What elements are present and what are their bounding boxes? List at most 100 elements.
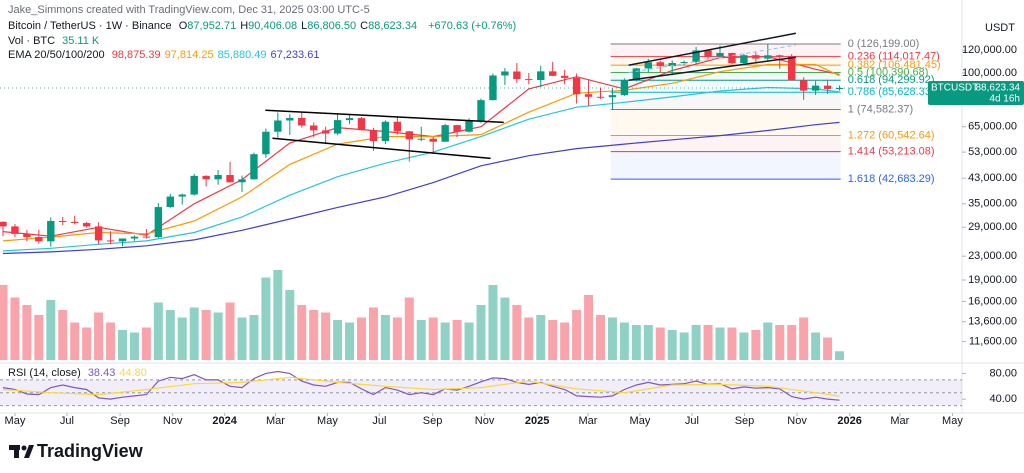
x-tick-label: 2024 (212, 415, 237, 427)
candle-body (716, 52, 724, 57)
candle-body (429, 138, 437, 142)
candle-body (357, 118, 366, 131)
trend-line (628, 44, 796, 74)
fib-label: 1.272 (60,542.64) (848, 129, 935, 141)
x-tick-label: Nov (163, 415, 183, 427)
candle-body (47, 220, 55, 242)
volume-bar (679, 332, 689, 360)
rsi-value: 38.43 (87, 367, 116, 379)
x-tick-label: Sep (110, 415, 130, 427)
x-tick-label: 2025 (525, 415, 549, 427)
ohlc-prefix: O (178, 20, 188, 32)
volume-bar (297, 305, 307, 360)
candle-body (118, 238, 127, 242)
ohlc-value: 86,806.50 (307, 20, 357, 32)
x-tick-label: Sep (423, 415, 443, 427)
candle-body (70, 221, 79, 224)
volume-bar (488, 285, 498, 360)
volume-bar (440, 322, 450, 360)
candle-body (811, 85, 820, 91)
fib-band (610, 72, 841, 81)
volume-bar (691, 325, 701, 360)
volume-bar (333, 320, 343, 360)
candle-body (799, 80, 808, 91)
x-tick-label: Mar (578, 415, 597, 427)
volume-bar (703, 325, 713, 360)
ohlc-prefix: C (360, 20, 369, 32)
volume-bar (273, 270, 283, 360)
y-tick-label: 120,000.00 (962, 44, 1017, 56)
volume-bar (22, 305, 32, 360)
volume-bar (356, 317, 366, 360)
trend-line (628, 56, 796, 82)
last-price-value: 88,623.34 (976, 83, 1021, 94)
y-tick-label: 100,000.00 (962, 67, 1017, 79)
volume-bar (763, 322, 773, 360)
volume-bar (739, 332, 749, 360)
volume-bar (213, 312, 223, 360)
candle-body (572, 77, 581, 95)
ohlc-prefix: H (240, 20, 249, 32)
volume-bar (177, 317, 187, 360)
volume-bar (512, 305, 522, 360)
candle-body (35, 237, 43, 242)
candle-body (584, 94, 593, 97)
candle-body (704, 50, 712, 57)
fib-band (610, 92, 841, 110)
x-tick-label: May (630, 415, 651, 427)
candle-body (764, 55, 772, 59)
volume-bar (607, 317, 617, 360)
candle-body (465, 121, 473, 132)
volume-bar (464, 322, 474, 360)
candle-body (680, 61, 688, 64)
candle-body (94, 226, 103, 241)
volume-bar (321, 312, 331, 360)
candle-body (226, 175, 234, 183)
candle-body (274, 120, 282, 132)
candle-body (345, 118, 354, 121)
volume-title: Vol · BTC (8, 35, 56, 47)
y-tick-label: 43,000.00 (968, 172, 1017, 184)
candle-body (489, 75, 497, 101)
volume-bar (117, 330, 127, 360)
title: Bitcoin / TetherUS · 1W · Binance (8, 20, 172, 32)
volume-bar (727, 327, 737, 360)
candle-body (537, 71, 545, 80)
symbol-line: Bitcoin / TetherUS · 1W · Binance O87,95… (8, 20, 520, 32)
fib-label: 0.236 (114,017.47) (848, 50, 940, 62)
author-line: Jake_Simmons created with TradingView.co… (8, 4, 374, 16)
candle-body (166, 196, 174, 208)
volume-bar (46, 300, 56, 360)
candle-body (333, 120, 342, 134)
candle-body (560, 75, 569, 78)
candle-body (548, 71, 557, 76)
rsi-value: 44.80 (119, 367, 147, 379)
volume-bar (165, 310, 175, 360)
volume-bar (631, 325, 641, 360)
fib-label: 0.618 (94,299.92) (848, 74, 935, 86)
y-tick-label: 65,000.00 (968, 121, 1017, 133)
volume-bar (141, 327, 151, 360)
volume-bar (201, 310, 211, 360)
ema-value: 98,875.39 (111, 49, 161, 61)
fib-band (610, 56, 841, 66)
fib-label: 1 (74,582.37) (848, 103, 913, 115)
candle-body (59, 220, 67, 222)
fib-band (610, 43, 841, 57)
countdown: 4d 16h (989, 94, 1020, 105)
y-tick-label: 29,000.00 (968, 221, 1017, 233)
volume-bar (392, 317, 402, 360)
candle-body (740, 55, 748, 64)
candle-body (513, 71, 521, 80)
fib-label: 0.786 (85,628.33) (848, 86, 935, 98)
volume-bar (476, 305, 486, 360)
volume-bar (536, 315, 546, 360)
candle-body (250, 154, 258, 180)
volume-bar (189, 307, 199, 360)
volume-bar (643, 325, 653, 360)
x-tick-label: Sep (735, 415, 755, 427)
candle-body (728, 52, 736, 64)
candle-body (620, 80, 629, 96)
volume-bar (775, 325, 785, 360)
candle-body (262, 131, 270, 155)
